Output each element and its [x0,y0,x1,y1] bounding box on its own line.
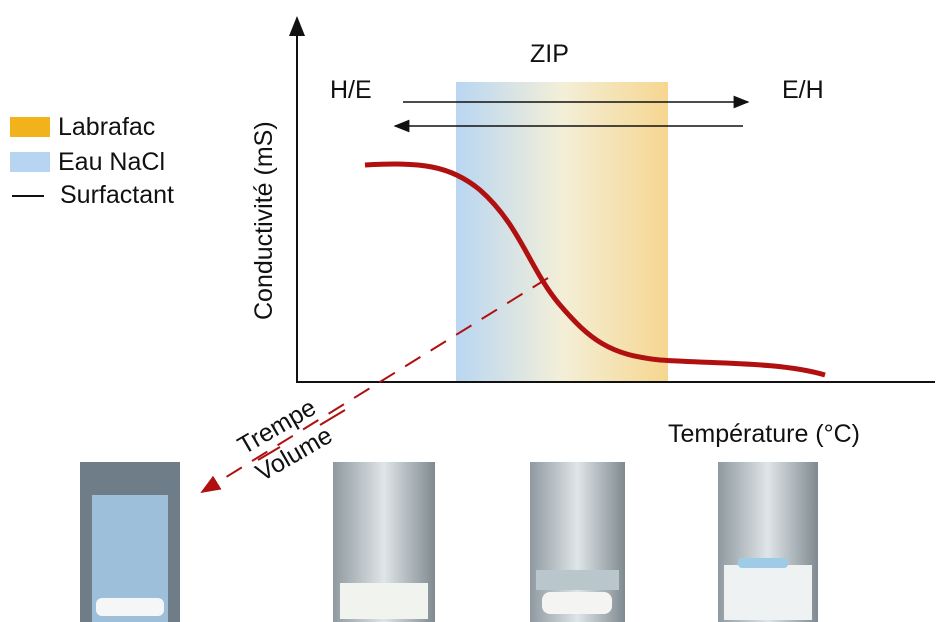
legend-label: Surfactant [60,181,174,209]
photo [718,462,818,622]
photo [530,462,625,622]
underline [257,446,281,461]
zip-band [456,82,668,382]
conductivity-curve [364,161,826,378]
y-axis-label: Conductivité (mS) [250,121,278,320]
legend-swatch [10,152,50,172]
phase-label: H/E [330,76,372,104]
zip-label: ZIP [530,40,569,68]
underline [319,409,346,426]
photo [333,462,435,622]
phase-label: E/H [782,76,824,104]
photo [80,462,180,622]
quench-line [200,277,549,494]
x-axis-label: Température (°C) [668,420,860,448]
legend-label: Eau NaCl [58,148,165,176]
legend-label: Labrafac [58,113,155,141]
legend-swatch [10,117,50,137]
